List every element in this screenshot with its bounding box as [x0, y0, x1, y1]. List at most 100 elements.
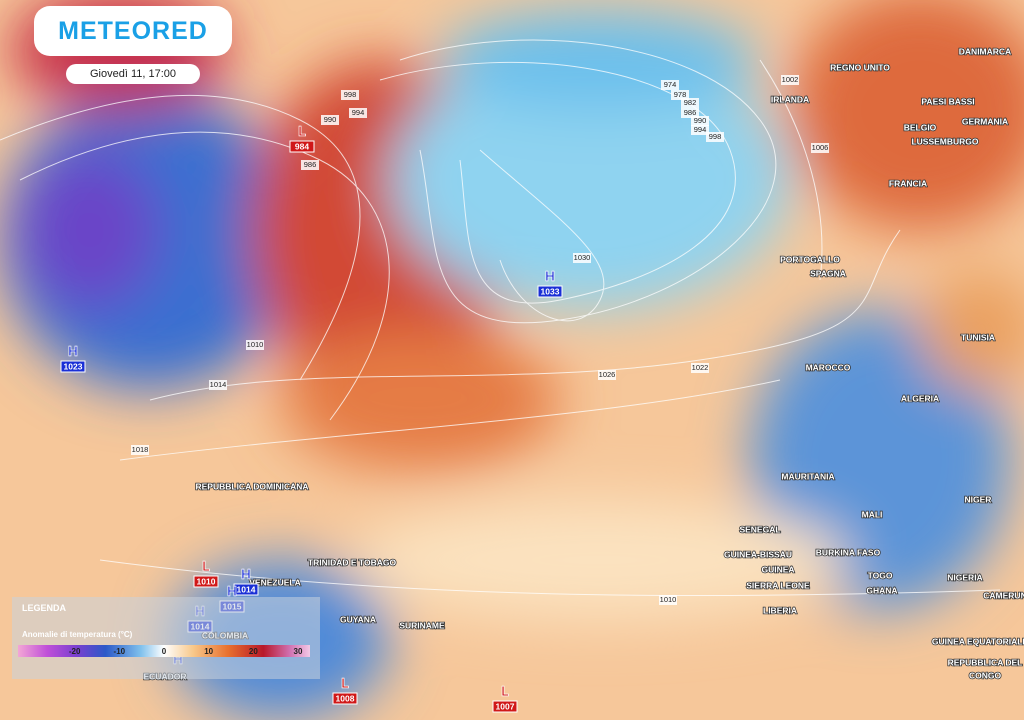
isobar-label: 986 — [304, 160, 317, 169]
place-label: PAESI BASSI — [921, 96, 974, 106]
place-label: GUINEA EQUATORIALE — [932, 636, 1024, 646]
isobar-label-bg — [321, 115, 339, 125]
isobars — [0, 39, 1001, 597]
place-label: GHANA — [866, 585, 897, 595]
legend-tick: 10 — [204, 647, 214, 656]
place-label: FRANCIA — [889, 178, 927, 188]
isobar-label: 1026 — [599, 370, 616, 379]
pressure-letter: H — [68, 343, 77, 358]
legend-tick: -20 — [68, 647, 81, 656]
legend-subtitle: Anomalie di temperatura (°C) — [22, 630, 133, 639]
legend-tick: 30 — [293, 647, 303, 656]
isobar-label: 1010 — [247, 340, 264, 349]
pressure-value: 1014 — [237, 584, 256, 594]
place-label: BELGIO — [904, 122, 937, 132]
place-label: SENEGAL — [739, 524, 780, 534]
isobar-label-bg — [659, 595, 677, 605]
isobar-label-bg — [781, 75, 799, 85]
isobar-label-bg — [573, 253, 591, 263]
pressure-value-box — [193, 575, 219, 588]
isobar-label-bg — [671, 90, 689, 100]
isobar-label: 1014 — [210, 380, 227, 389]
isobar-label: 978 — [674, 90, 687, 99]
color-bar — [18, 645, 310, 657]
place-label: SURINAME — [399, 620, 445, 630]
legend-tick: 20 — [248, 647, 258, 656]
place-label: MAROCCO — [806, 362, 851, 372]
pressure-value: 1023 — [64, 361, 83, 371]
place-label: NIGERIA — [947, 572, 982, 582]
place-label: TRINIDAD E TOBAGO — [308, 557, 397, 567]
isobar-label-bg — [209, 380, 227, 390]
isobar-label-bg — [706, 132, 724, 142]
pressure-letter: L — [298, 123, 305, 138]
place-label: TOGO — [868, 570, 893, 580]
place-label: GUINEA — [761, 564, 794, 574]
pressure-value: 1007 — [496, 701, 515, 711]
pressure-letter: L — [341, 675, 348, 690]
isobar-label: 998 — [344, 90, 357, 99]
isobar-label-bg — [811, 143, 829, 153]
place-label: SIERRA LEONE — [746, 580, 810, 590]
pressure-value: 1008 — [336, 693, 355, 703]
place-label: TUNISIA — [961, 332, 995, 342]
brand: METEORED — [58, 16, 208, 45]
isobar-label: 990 — [694, 116, 707, 125]
place-label: LIBERIA — [763, 605, 797, 615]
pressure-value-box — [289, 140, 315, 153]
isobar-label: 1006 — [812, 143, 829, 152]
isobar-label: 1010 — [660, 595, 677, 604]
pressure-value: 984 — [295, 141, 309, 151]
pressure-letter: H — [227, 583, 236, 598]
place-label: MALI — [862, 509, 883, 519]
timestamp: Giovedì 11, 17:00 — [89, 68, 177, 80]
isobar-label-bg — [691, 116, 709, 126]
isobar-label-bg — [661, 80, 679, 90]
logo-box: METEORED — [34, 6, 232, 56]
place-label: GUYANA — [340, 614, 376, 624]
place-label: SPAGNA — [810, 268, 846, 278]
place-label: VENEZUELA — [249, 577, 300, 587]
pressure-value-box — [537, 285, 563, 298]
isobar-label: 986 — [684, 108, 697, 117]
place-label: GUINEA-BISSAU — [724, 549, 792, 559]
pressure-letter: H — [545, 268, 554, 283]
pressure-value-box — [332, 692, 358, 705]
place-label: ALGERIA — [901, 393, 939, 403]
isobar-label-bg — [681, 98, 699, 108]
place-label: PORTOGALLO — [780, 254, 840, 264]
place-label: BURKINA FASO — [816, 547, 881, 557]
isobar-label: 998 — [709, 132, 722, 141]
legend-tick: -10 — [113, 647, 126, 656]
isobar-label-bg — [341, 90, 359, 100]
isobar-label: 974 — [664, 80, 677, 89]
place-label: NIGER — [965, 494, 992, 504]
isobar-label-bg — [349, 108, 367, 118]
pressure-value: 1033 — [541, 286, 560, 296]
place-label: IRLANDA — [771, 94, 809, 104]
place-label: REPUBBLICA DEL — [948, 657, 1023, 667]
place-label: LUSSEMBURGO — [911, 136, 978, 146]
isobar-label-bg — [681, 108, 699, 118]
pressure-value-box — [233, 583, 259, 596]
place-label: CONGO — [969, 670, 1002, 680]
isobar-label-bg — [246, 340, 264, 350]
place-label: GERMANIA — [962, 116, 1008, 126]
place-label: REPUBBLICA DOMINICANA — [195, 481, 308, 491]
pressure-letter: L — [501, 683, 508, 698]
isobar-label: 1018 — [132, 445, 149, 454]
pressure-value: 1010 — [197, 576, 216, 586]
isobar-label: 994 — [352, 108, 365, 117]
isobar-label-bg — [301, 160, 319, 170]
place-label: CAMERUN — [983, 590, 1024, 600]
isobar-label-bg — [691, 363, 709, 373]
isobar-label-bg — [131, 445, 149, 455]
isobar-label-bg — [691, 125, 709, 135]
isobar-label: 994 — [694, 125, 707, 134]
place-label: DANIMARCA — [959, 46, 1011, 56]
isobar-label-bg — [598, 370, 616, 380]
isobar-label: 1002 — [782, 75, 799, 84]
legend-title: LEGENDA — [22, 603, 67, 613]
